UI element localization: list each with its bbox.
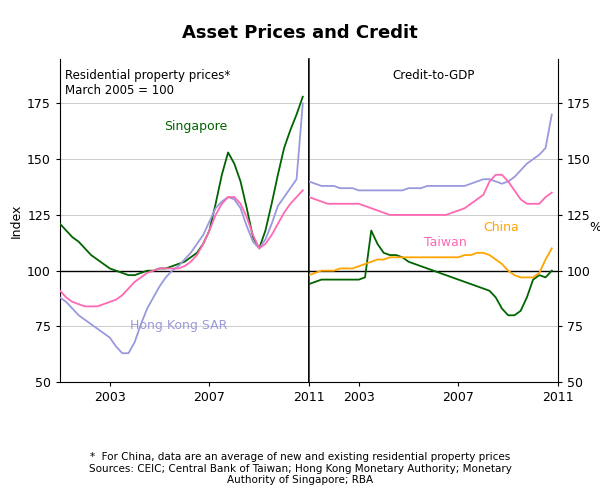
Text: Hong Kong SAR: Hong Kong SAR [130, 318, 227, 332]
Y-axis label: Index: Index [10, 203, 23, 238]
Text: *  For China, data are an average of new and existing residential property price: * For China, data are an average of new … [89, 452, 511, 485]
Text: China: China [483, 220, 519, 234]
Text: Singapore: Singapore [164, 120, 228, 133]
Text: Taiwan: Taiwan [424, 236, 466, 249]
Text: Asset Prices and Credit: Asset Prices and Credit [182, 24, 418, 43]
Y-axis label: %: % [589, 220, 600, 234]
Text: Credit-to-GDP: Credit-to-GDP [392, 69, 475, 81]
Text: Residential property prices*
March 2005 = 100: Residential property prices* March 2005 … [65, 69, 230, 97]
